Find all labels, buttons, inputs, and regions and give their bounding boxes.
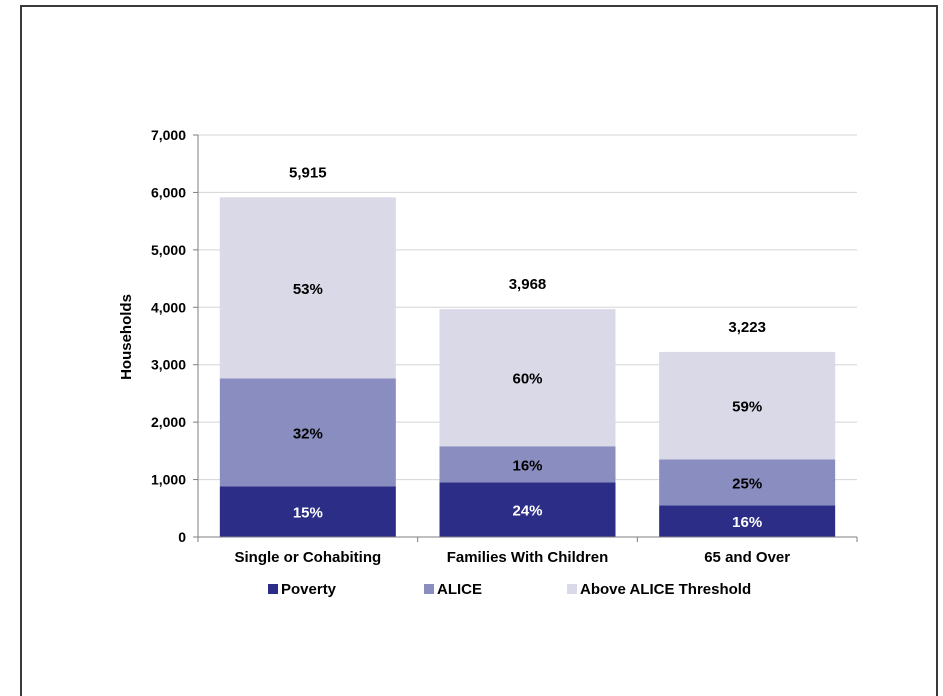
bar-segment [439,482,616,537]
data-label: 25% [732,475,762,492]
y-tick-label: 3,000 [151,357,186,373]
legend-swatch [567,584,577,594]
data-label: 53% [293,281,323,298]
x-category-label: Single or Cohabiting [234,549,381,566]
y-tick-label: 1,000 [151,472,186,488]
total-label: 3,968 [509,276,547,293]
y-tick-label: 6,000 [151,184,186,200]
data-label: 15% [293,505,323,522]
y-tick-label: 4,000 [151,299,186,315]
legend-swatch [424,584,434,594]
data-label: 24% [512,503,542,520]
total-label: 5,915 [289,164,327,181]
legend-swatch [268,584,278,594]
data-label: 32% [293,425,323,442]
bar-segment [659,351,836,460]
y-tick-label: 7,000 [151,127,186,143]
legend-label: Above ALICE Threshold [580,581,751,598]
y-tick-label: 5,000 [151,242,186,258]
total-label: 3,223 [728,319,766,336]
data-label: 60% [512,371,542,388]
y-axis-title: Households [118,294,135,380]
bar-segment [439,446,616,483]
data-label: 16% [732,514,762,531]
y-tick-label: 2,000 [151,414,186,430]
legend-label: ALICE [437,581,482,598]
x-category-label: 65 and Over [704,549,790,566]
legend-label: Poverty [281,581,337,598]
bar-segment [219,197,396,379]
bar-segment [439,309,616,447]
bar-segment [219,378,396,487]
y-tick-label: 0 [178,529,186,545]
data-label: 16% [512,457,542,474]
bar-segment [219,486,396,537]
data-label: 59% [732,399,762,416]
bar-segment [659,459,836,506]
x-category-label: Families With Children [447,549,609,566]
bar-segment [659,505,836,537]
